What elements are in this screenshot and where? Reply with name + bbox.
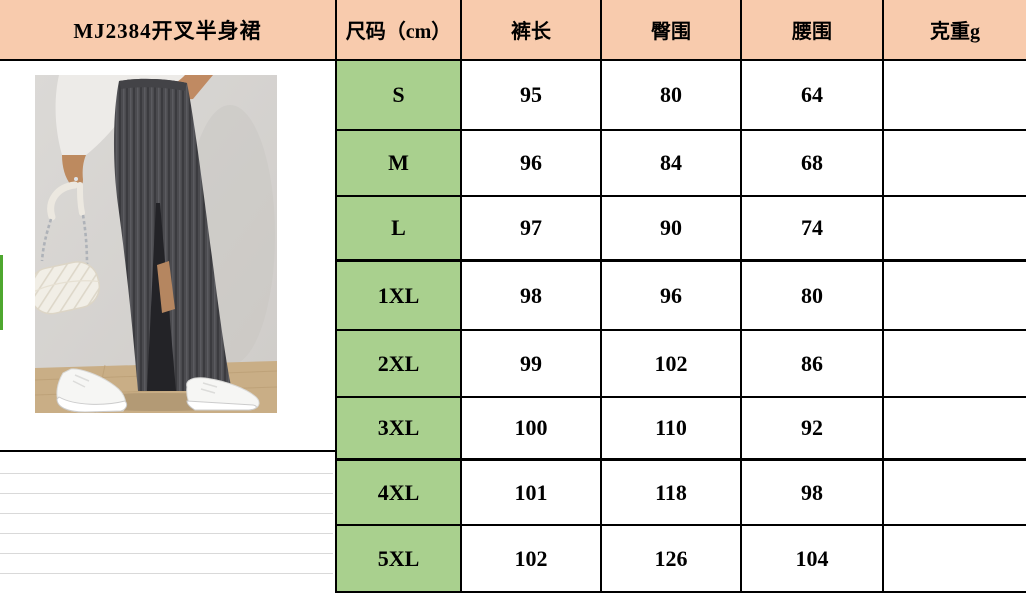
photo-ribbed-skirt: [113, 78, 232, 392]
size-cell[interactable]: 1XL: [337, 262, 462, 331]
weight-cell[interactable]: [884, 398, 1026, 461]
photo-quilted-bag: [35, 261, 101, 315]
pant-length-cell[interactable]: 102: [462, 526, 602, 593]
header-hip[interactable]: 臀围: [602, 0, 742, 61]
header-weight[interactable]: 克重g: [884, 0, 1026, 61]
hip-cell[interactable]: 126: [602, 526, 742, 593]
photo-right-sneaker: [186, 377, 260, 411]
weight-cell[interactable]: [884, 526, 1026, 593]
header-pant-length[interactable]: 裤长: [462, 0, 602, 61]
waist-cell[interactable]: 64: [742, 61, 884, 131]
size-cell[interactable]: M: [337, 131, 462, 197]
empty-rows-region: [0, 454, 333, 593]
empty-cell-row[interactable]: [0, 574, 333, 593]
size-chart-table: 尺码（cm） 裤长 臀围 腰围 克重g S 95 80 64 M 96 84 6…: [335, 0, 1026, 593]
weight-cell[interactable]: [884, 262, 1026, 331]
weight-cell[interactable]: [884, 197, 1026, 262]
product-photo-cell[interactable]: [0, 61, 335, 452]
header-waist[interactable]: 腰围: [742, 0, 884, 61]
hip-cell[interactable]: 90: [602, 197, 742, 262]
pant-length-cell[interactable]: 100: [462, 398, 602, 461]
pant-length-cell[interactable]: 97: [462, 197, 602, 262]
waist-cell[interactable]: 74: [742, 197, 884, 262]
product-photo: [35, 75, 277, 413]
empty-cell-row[interactable]: [0, 494, 333, 514]
empty-cell-row[interactable]: [0, 454, 333, 474]
hip-cell[interactable]: 102: [602, 331, 742, 398]
product-title-cell[interactable]: MJ2384开叉半身裙: [0, 0, 335, 61]
pant-length-cell[interactable]: 98: [462, 262, 602, 331]
empty-cell-row[interactable]: [0, 534, 333, 554]
waist-cell[interactable]: 68: [742, 131, 884, 197]
size-cell[interactable]: 2XL: [337, 331, 462, 398]
pant-length-cell[interactable]: 99: [462, 331, 602, 398]
size-cell[interactable]: L: [337, 197, 462, 262]
pant-length-cell[interactable]: 96: [462, 131, 602, 197]
size-cell[interactable]: 3XL: [337, 398, 462, 461]
waist-cell[interactable]: 92: [742, 398, 884, 461]
weight-cell[interactable]: [884, 461, 1026, 526]
hip-cell[interactable]: 96: [602, 262, 742, 331]
empty-cell-row[interactable]: [0, 554, 333, 574]
waist-cell[interactable]: 104: [742, 526, 884, 593]
hip-cell[interactable]: 118: [602, 461, 742, 526]
weight-cell[interactable]: [884, 331, 1026, 398]
header-size[interactable]: 尺码（cm）: [337, 0, 462, 61]
size-cell[interactable]: 4XL: [337, 461, 462, 526]
hip-cell[interactable]: 110: [602, 398, 742, 461]
left-edge-green-sliver: [0, 255, 3, 330]
waist-cell[interactable]: 98: [742, 461, 884, 526]
empty-cell-row[interactable]: [0, 514, 333, 534]
pant-length-cell[interactable]: 95: [462, 61, 602, 131]
weight-cell[interactable]: [884, 131, 1026, 197]
pant-length-cell[interactable]: 101: [462, 461, 602, 526]
weight-cell[interactable]: [884, 61, 1026, 131]
waist-cell[interactable]: 86: [742, 331, 884, 398]
size-cell[interactable]: S: [337, 61, 462, 131]
product-title: MJ2384开叉半身裙: [73, 18, 262, 43]
photo-left-sneaker: [56, 368, 128, 413]
hip-cell[interactable]: 80: [602, 61, 742, 131]
size-cell[interactable]: 5XL: [337, 526, 462, 593]
empty-cell-row[interactable]: [0, 474, 333, 494]
photo-arm: [62, 155, 86, 188]
hip-cell[interactable]: 84: [602, 131, 742, 197]
waist-cell[interactable]: 80: [742, 262, 884, 331]
